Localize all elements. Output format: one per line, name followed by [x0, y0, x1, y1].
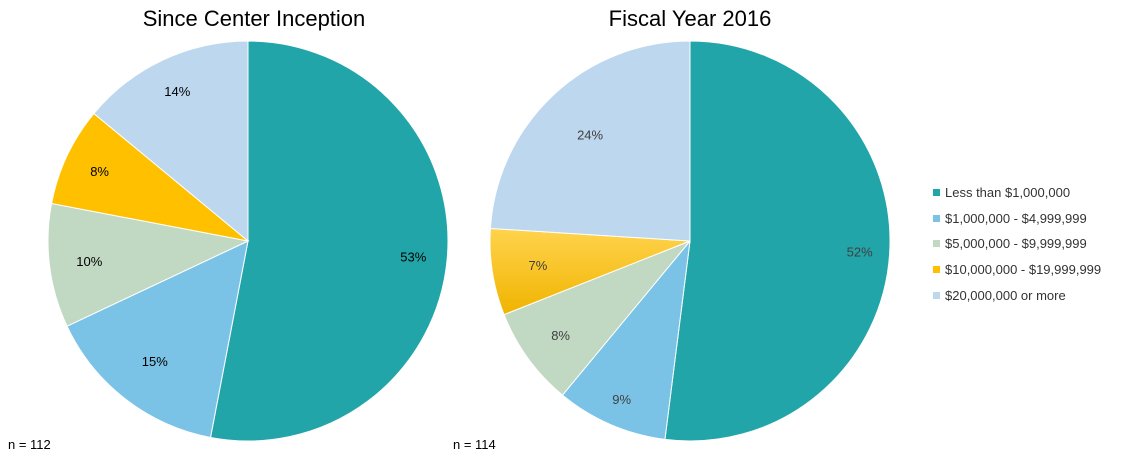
legend-item: $5,000,000 - $9,999,999	[933, 236, 1087, 251]
pie-slices	[47, 40, 449, 442]
pie-slice-1-000-000-4-999-999	[561, 239, 691, 440]
slice-percent-label: 24%	[577, 128, 603, 143]
chart-legend: Less than $1,000,000 $1,000,000 - $4,999…	[933, 185, 1101, 303]
legend-item: $10,000,000 - $19,999,999	[933, 262, 1101, 277]
pie-slice-20-000-000-or-more	[489, 40, 691, 242]
chart-title: Fiscal Year 2016	[609, 6, 772, 31]
slice-percent-label: 7%	[529, 258, 548, 273]
pie-slice-less-than-1-000-000	[664, 40, 891, 442]
chart-title: Since Center Inception	[143, 6, 366, 31]
pie-slices	[489, 40, 891, 442]
slice-percent-label: 8%	[551, 328, 570, 343]
pie-labels: 52% 9% 8% 7% 24%	[529, 128, 874, 407]
legend-swatch	[933, 292, 940, 299]
sample-size-note: n = 112	[8, 437, 51, 452]
slice-percent-label: 15%	[142, 354, 168, 369]
legend-item: Less than $1,000,000	[933, 185, 1070, 200]
legend-label: $10,000,000 - $19,999,999	[945, 262, 1101, 277]
pie-slice-less-than-1-000-000	[209, 40, 449, 442]
slice-percent-label: 52%	[847, 245, 873, 260]
legend-swatch	[933, 266, 940, 273]
slice-percent-label: 8%	[90, 164, 109, 179]
slice-percent-label: 14%	[164, 84, 190, 99]
pie-slice-1-000-000-4-999-999	[66, 240, 249, 439]
pie-slice-10-000-000-19-999-999	[50, 112, 249, 242]
legend-item: $1,000,000 - $4,999,999	[933, 211, 1087, 226]
legend-item: $20,000,000 or more	[933, 288, 1066, 303]
sample-size-note: n = 114	[453, 437, 496, 452]
pie-slice-5-000-000-9-999-999	[503, 240, 691, 396]
pie-chart-inception: Since Center Inception 53% 15% 10% 8% 14% n …	[8, 6, 449, 452]
slice-percent-label: 9%	[612, 392, 631, 407]
legend-label: $1,000,000 - $4,999,999	[945, 211, 1087, 226]
legend-swatch	[933, 189, 940, 196]
legend-swatch	[933, 215, 940, 222]
legend-label: $5,000,000 - $9,999,999	[945, 236, 1087, 251]
pie-slice-20-000-000-or-more	[93, 40, 249, 243]
legend-label: Less than $1,000,000	[945, 185, 1070, 200]
pie-labels: 53% 15% 10% 8% 14%	[76, 84, 426, 369]
pie-slice-5-000-000-9-999-999	[47, 202, 250, 327]
slice-percent-label: 53%	[400, 250, 426, 265]
slice-percent-label: 10%	[76, 254, 102, 269]
pie-chart-fy2016: Fiscal Year 2016 52% 9% 8% 7% 24% n = 114	[453, 6, 891, 452]
legend-label: $20,000,000 or more	[945, 288, 1066, 303]
legend-swatch	[933, 240, 940, 247]
